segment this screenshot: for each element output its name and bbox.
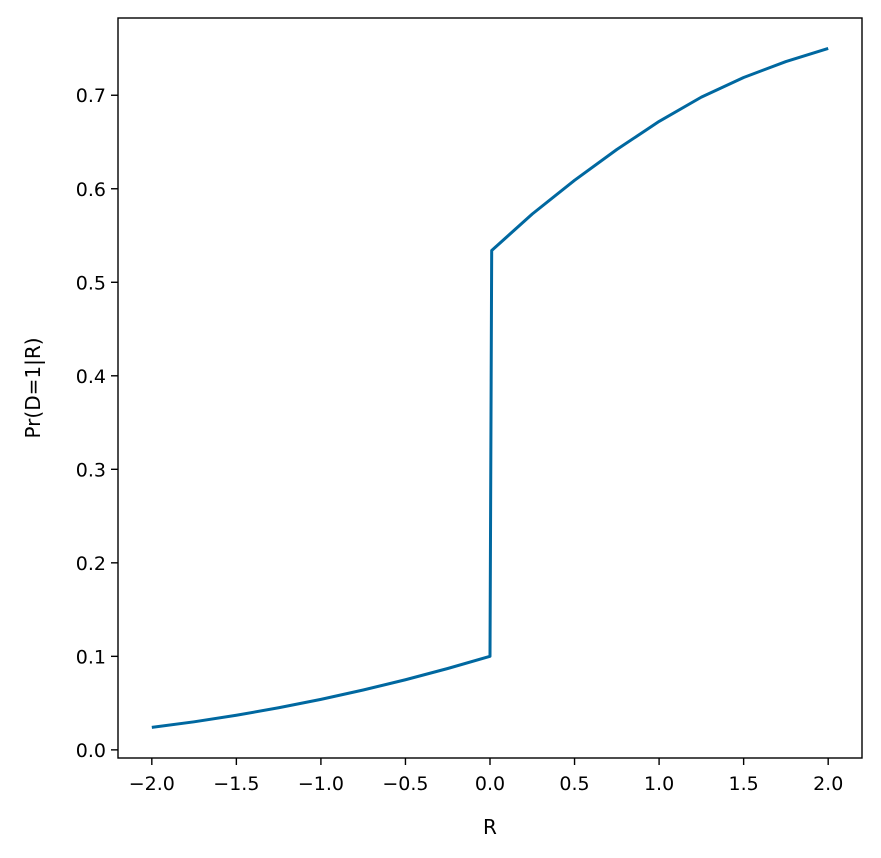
y-tick-label: 0.2 bbox=[76, 553, 106, 575]
x-tick-label: 1.0 bbox=[644, 773, 674, 795]
x-tick-label: −1.0 bbox=[298, 773, 344, 795]
y-tick-label: 0.3 bbox=[76, 459, 106, 481]
plot-frame bbox=[117, 17, 863, 759]
y-axis-label: Pr(D=1|R) bbox=[21, 337, 45, 438]
series-line bbox=[151, 47, 829, 729]
x-axis-label: R bbox=[483, 815, 497, 839]
x-tick-label: 2.0 bbox=[813, 773, 843, 795]
x-tick-label: −2.0 bbox=[129, 773, 175, 795]
ticks: −2.0 −1.5 −1.0 −0.5 0.0 0.5 1.0 1.5 2.0 0.0 0.1 0.2… bbox=[76, 85, 844, 795]
x-tick-label: 1.5 bbox=[729, 773, 759, 795]
y-tick-label: 0.7 bbox=[76, 85, 106, 107]
x-tick-label: −1.5 bbox=[213, 773, 259, 795]
y-tick-label: 0.0 bbox=[76, 740, 106, 762]
y-tick-label: 0.1 bbox=[76, 646, 106, 668]
x-tick-label: 0.0 bbox=[475, 773, 505, 795]
y-tick-label: 0.5 bbox=[76, 272, 106, 294]
y-tick-label: 0.4 bbox=[76, 366, 106, 388]
x-tick-label: −0.5 bbox=[382, 773, 428, 795]
x-tick-label: 0.5 bbox=[559, 773, 589, 795]
y-tick-label: 0.6 bbox=[76, 179, 106, 201]
